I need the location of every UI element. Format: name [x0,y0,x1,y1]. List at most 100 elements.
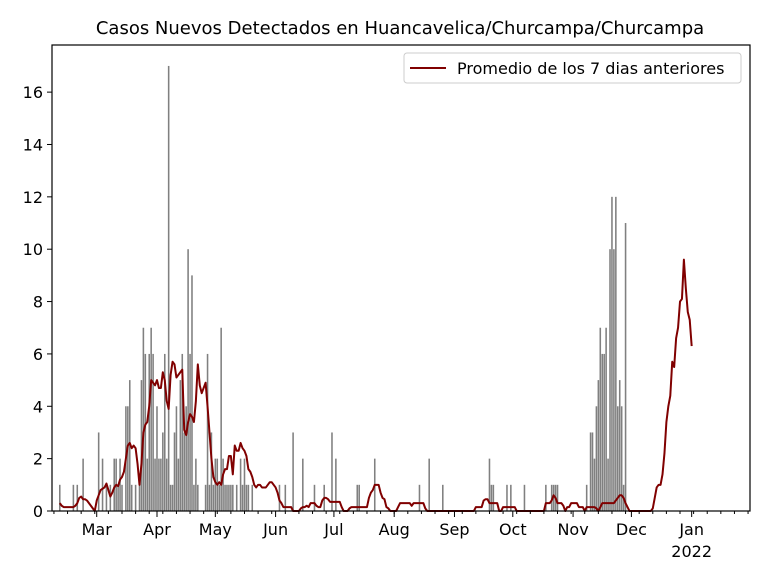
case-bar [615,196,617,511]
case-bar [218,484,220,511]
case-bar [187,249,189,511]
x-tick-label: Mar [82,520,113,539]
case-bar [117,484,119,511]
case-bar [101,458,104,511]
chart-title: Casos Nuevos Detectados en Huancavelica/… [96,18,704,39]
case-bar [140,380,143,511]
case-bar [232,484,234,511]
case-bar [212,484,215,511]
x-tick-label: Apr [143,520,171,539]
case-bar [165,458,168,511]
case-bar [113,458,115,511]
y-tick-label: 2 [33,450,43,469]
x-tick-label: Dec [616,520,647,539]
case-bar [618,380,621,511]
case-bar [171,484,174,511]
case-bar [197,484,199,511]
case-bar [97,432,100,511]
case-bar [72,484,75,511]
case-bar [585,484,588,511]
case-bar [224,484,226,511]
case-bar [154,458,156,511]
y-tick-label: 12 [23,188,43,207]
case-bar [313,484,316,511]
case-bar [506,484,508,511]
case-bar [109,484,112,511]
case-bar [624,223,627,511]
case-bar [208,484,211,511]
case-bar [189,353,191,511]
case-bar [130,484,133,511]
case-bar [59,484,61,511]
case-bar [127,406,129,511]
x-axis: Mar Apr May Jun Jul Aug Sep Oct Nov Dec Jan 2022 [53,511,749,561]
case-bar [150,327,152,511]
case-bar [620,406,623,511]
case-bar [247,484,250,511]
case-bar [156,406,158,511]
y-tick-label: 4 [33,397,43,416]
case-bar [302,458,304,511]
case-bar [226,484,228,511]
case-bar [121,484,123,511]
x-tick-label: Nov [557,520,588,539]
case-bar [193,484,195,511]
case-bar [331,432,333,511]
case-bar [613,249,615,511]
x-tick-label: May [199,520,232,539]
y-tick-label: 8 [33,293,43,312]
legend: Promedio de los 7 dias anteriores [403,52,742,84]
case-bar [593,458,596,511]
case-bar [556,484,559,511]
x-tick-label: Jun [262,520,288,539]
case-bar [152,353,154,511]
y-tick-label: 0 [33,502,43,521]
case-bar [158,458,160,511]
y-tick-label: 14 [23,135,43,154]
case-bar [185,406,187,511]
rolling-mean-line [58,258,693,512]
x-tick-label: Oct [499,520,527,539]
case-bar [138,484,141,511]
case-bar [183,432,185,511]
case-bar [292,432,294,511]
case-bar [228,484,230,511]
case-bar [105,484,108,511]
case-bar [601,353,604,511]
x-year-label: 2022 [671,542,712,561]
case-bar [358,484,360,511]
y-tick-label: 16 [23,83,43,102]
case-bar [220,327,222,511]
case-bar [245,484,248,511]
case-bar [162,432,164,511]
case-bar [181,353,184,511]
case-bar [239,458,242,511]
x-tick-label: Jul [323,520,343,539]
case-bar [510,484,512,511]
case-bar [611,196,613,511]
case-bar [607,458,609,511]
case-bar [169,484,172,511]
legend-box [403,52,742,84]
case-bar [488,458,491,511]
case-bar [222,458,224,511]
case-bar [177,458,180,511]
case-bar [492,484,495,511]
case-bar [146,458,149,511]
case-bar [175,406,178,511]
case-bar [241,484,244,511]
case-bar [597,380,600,511]
case-bar [167,65,170,511]
case-bar [235,484,238,511]
case-bar [545,484,547,511]
y-tick-label: 10 [23,240,43,259]
case-bar [144,353,147,511]
plot-frame [51,44,751,512]
legend-label: Promedio de los 7 dias anteriores [457,59,724,78]
case-bar [442,484,444,511]
y-axis: 0 2 4 6 8 10 12 14 16 [23,83,52,521]
case-bar [589,432,592,511]
case-bar [284,484,287,511]
